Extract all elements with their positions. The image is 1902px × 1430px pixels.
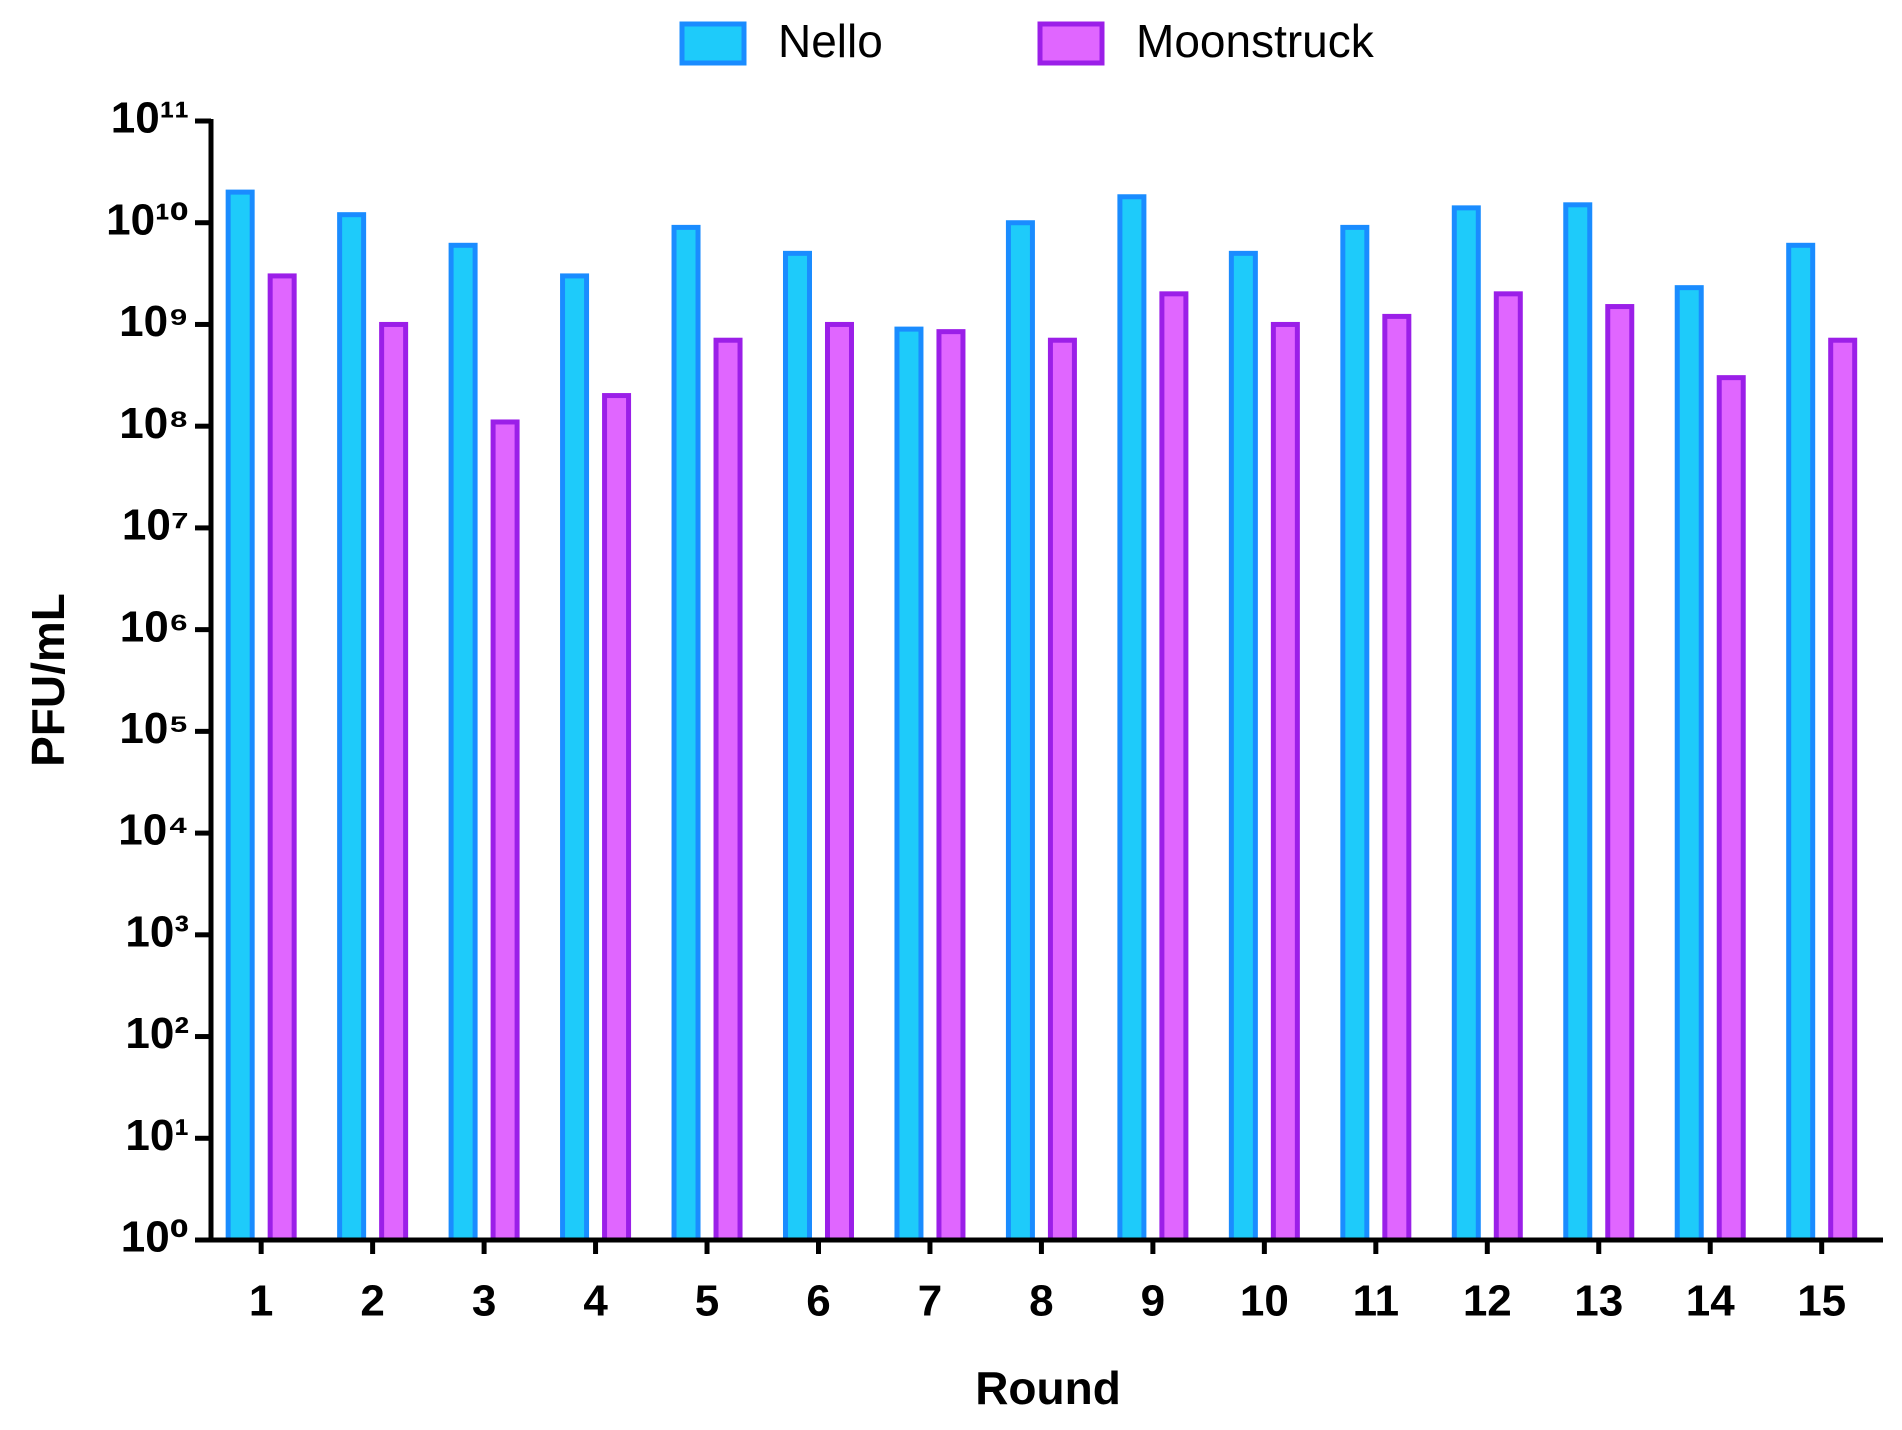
legend-label: Moonstruck bbox=[1136, 15, 1375, 67]
bar bbox=[671, 224, 701, 1243]
bar bbox=[1340, 224, 1370, 1243]
y-tick-label: 10¹¹ bbox=[111, 94, 189, 143]
x-tick-label: 3 bbox=[472, 1277, 496, 1326]
bar bbox=[1451, 205, 1481, 1243]
bar bbox=[1786, 242, 1816, 1243]
x-tick-label: 14 bbox=[1686, 1277, 1735, 1326]
y-tick-label: 10⁸ bbox=[119, 399, 189, 448]
y-tick-label: 10¹⁰ bbox=[106, 195, 189, 244]
y-tick-label: 10² bbox=[125, 1009, 189, 1058]
bar bbox=[936, 329, 966, 1243]
bar bbox=[894, 326, 924, 1243]
x-tick-label: 12 bbox=[1463, 1277, 1512, 1326]
x-tick-label: 1 bbox=[249, 1277, 273, 1326]
bar bbox=[1716, 375, 1746, 1243]
bar bbox=[267, 273, 297, 1243]
y-tick-label: 10¹ bbox=[125, 1111, 189, 1160]
x-tick-label: 10 bbox=[1240, 1277, 1289, 1326]
bar bbox=[1005, 220, 1035, 1243]
y-tick-label: 10⁴ bbox=[118, 806, 189, 855]
bar bbox=[824, 321, 854, 1243]
y-axis-title: PFU/mL bbox=[22, 593, 74, 767]
bar bbox=[602, 393, 632, 1243]
bar bbox=[713, 337, 743, 1243]
legend-swatch bbox=[1037, 21, 1105, 66]
bar bbox=[560, 273, 590, 1243]
x-tick-label: 6 bbox=[806, 1277, 830, 1326]
bar bbox=[1828, 337, 1858, 1243]
x-tick-label: 8 bbox=[1029, 1277, 1053, 1326]
bar bbox=[1382, 313, 1412, 1243]
y-tick-label: 10⁷ bbox=[122, 501, 189, 550]
legend-label: Nello bbox=[778, 15, 883, 67]
bar bbox=[1493, 291, 1523, 1243]
bar bbox=[1159, 291, 1189, 1243]
y-tick-label: 10³ bbox=[125, 907, 189, 956]
bar bbox=[1563, 202, 1593, 1243]
bar bbox=[1605, 304, 1635, 1243]
x-tick-label: 9 bbox=[1141, 1277, 1165, 1326]
bar bbox=[782, 250, 812, 1243]
y-tick-label: 10⁶ bbox=[120, 602, 189, 651]
y-tick-label: 10⁹ bbox=[119, 297, 189, 346]
x-tick-label: 15 bbox=[1797, 1277, 1846, 1326]
legend-swatch bbox=[679, 21, 747, 66]
bar bbox=[448, 242, 478, 1243]
x-tick-label: 13 bbox=[1574, 1277, 1623, 1326]
bar bbox=[225, 189, 255, 1243]
bar bbox=[1674, 285, 1704, 1243]
x-tick-label: 5 bbox=[695, 1277, 719, 1326]
x-tick-label: 4 bbox=[583, 1277, 608, 1326]
y-tick-label: 10⁵ bbox=[119, 704, 189, 753]
bar bbox=[379, 321, 409, 1243]
bar bbox=[1270, 321, 1300, 1243]
bar bbox=[490, 419, 520, 1243]
bar bbox=[1228, 250, 1258, 1243]
bar bbox=[337, 212, 367, 1243]
x-tick-label: 2 bbox=[360, 1277, 384, 1326]
x-tick-label: 11 bbox=[1353, 1277, 1400, 1326]
x-axis-title: Round bbox=[975, 1362, 1121, 1414]
bar bbox=[1047, 337, 1077, 1243]
x-tick-label: 7 bbox=[918, 1277, 942, 1326]
bar bbox=[1117, 194, 1147, 1243]
y-tick-label: 10⁰ bbox=[121, 1213, 189, 1262]
